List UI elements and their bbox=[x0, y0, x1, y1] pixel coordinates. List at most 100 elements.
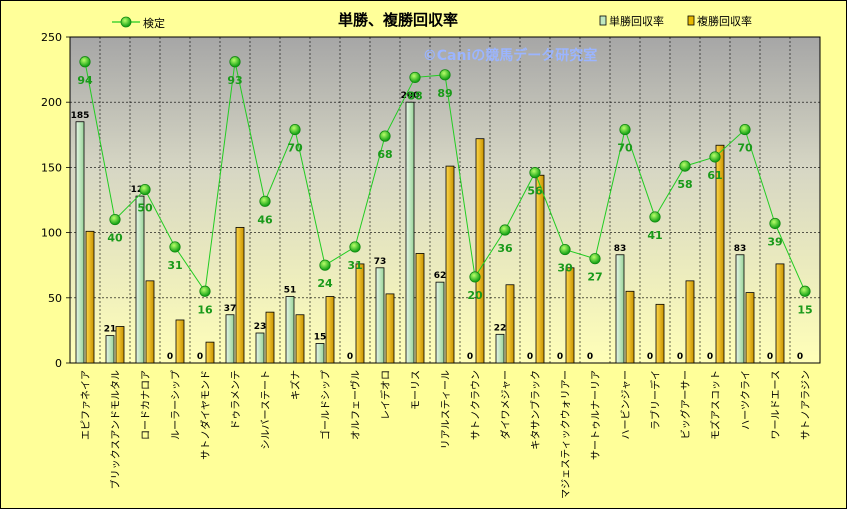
x-tick-label-0: エピファネイア bbox=[80, 370, 92, 440]
bar-win-11 bbox=[405, 101, 415, 364]
kentei-point-5 bbox=[229, 56, 241, 68]
kentei-label-10: 68 bbox=[377, 148, 392, 161]
bar-win-5 bbox=[225, 314, 235, 364]
kentei-point-6 bbox=[259, 195, 271, 207]
bar-win-label-14: 22 bbox=[494, 323, 507, 333]
y-tick-label: 250 bbox=[41, 31, 62, 44]
bar-win-label-19: 0 bbox=[647, 352, 653, 362]
bar-place-15 bbox=[535, 174, 545, 364]
kentei-label-11: 88 bbox=[407, 89, 422, 102]
kentei-point-20 bbox=[679, 160, 691, 172]
x-tick-label-16: マジェスティックウォリアー bbox=[560, 370, 572, 499]
bar-place-3 bbox=[175, 319, 185, 364]
kentei-point-13 bbox=[469, 271, 481, 283]
kentei-point-16 bbox=[559, 243, 571, 256]
kentei-label-3: 31 bbox=[167, 259, 182, 272]
legend-line-marker bbox=[120, 16, 132, 28]
bar-win-label-6: 23 bbox=[254, 322, 267, 332]
x-tick-label-11: モーリス bbox=[411, 370, 422, 410]
x-tick-label-18: ハービンジャー bbox=[620, 370, 632, 440]
x-tick-label-22: ハーツクライ bbox=[740, 370, 752, 430]
bar-win-8 bbox=[315, 343, 325, 364]
kentei-label-13: 20 bbox=[467, 289, 483, 302]
kentei-label-0: 94 bbox=[77, 74, 93, 87]
x-tick-label-5: ドゥラメンテ bbox=[230, 370, 242, 430]
bar-win-label-18: 83 bbox=[614, 244, 627, 254]
bar-place-23 bbox=[775, 263, 785, 364]
kentei-point-15 bbox=[529, 167, 541, 179]
kentei-label-2: 50 bbox=[137, 202, 153, 215]
bar-place-18 bbox=[625, 290, 635, 364]
kentei-point-1 bbox=[109, 213, 121, 226]
bar-win-label-0: 185 bbox=[71, 111, 90, 121]
legend-label-place: 複勝回収率 bbox=[697, 14, 752, 28]
legend-bar2-swatch bbox=[687, 15, 695, 26]
bars bbox=[75, 101, 785, 364]
x-tick-label-19: ラブリーデイ bbox=[649, 370, 662, 430]
x-tick-label-1: ブリックスアンドモルタル bbox=[109, 370, 122, 489]
kentei-label-14: 36 bbox=[497, 242, 513, 255]
bar-win-2 bbox=[135, 195, 145, 364]
plot-area bbox=[69, 36, 821, 364]
bar-place-6 bbox=[265, 311, 275, 364]
bar-win-18 bbox=[615, 254, 625, 364]
bar-place-13 bbox=[475, 138, 485, 364]
kentei-label-9: 31 bbox=[347, 259, 362, 272]
x-tick-label-3: ルーラーシップ bbox=[170, 370, 182, 440]
bar-win-6 bbox=[255, 332, 265, 364]
x-tick-label-20: ビッグアーサー bbox=[679, 370, 692, 439]
bar-win-label-12: 62 bbox=[434, 271, 447, 281]
kentei-label-8: 24 bbox=[317, 277, 333, 290]
bar-win-label-8: 15 bbox=[314, 332, 327, 342]
kentei-point-19 bbox=[649, 211, 661, 223]
kentei-point-4 bbox=[199, 285, 211, 297]
kentei-label-16: 30 bbox=[557, 262, 573, 275]
kentei-point-7 bbox=[289, 123, 301, 136]
x-tick-label-14: ダイワメジャー bbox=[499, 370, 512, 440]
bar-place-4 bbox=[205, 341, 215, 364]
bar-win-label-17: 0 bbox=[587, 352, 593, 362]
legend-bar1-swatch bbox=[599, 15, 607, 26]
x-tick-label-4: サトノダイヤモンド bbox=[199, 370, 212, 460]
bar-win-label-16: 0 bbox=[557, 352, 563, 362]
kentei-point-0 bbox=[79, 56, 91, 68]
x-tick-label-8: ゴールドシップ bbox=[319, 370, 332, 440]
kentei-point-8 bbox=[319, 259, 331, 271]
kentei-label-6: 46 bbox=[257, 213, 273, 226]
x-tick-label-2: ロードカナロア bbox=[140, 370, 152, 440]
bar-place-5 bbox=[235, 226, 245, 364]
x-tick-label-6: シルバーステート bbox=[260, 370, 272, 450]
bar-win-1 bbox=[105, 335, 115, 364]
bar-place-20 bbox=[685, 280, 695, 364]
bar-place-14 bbox=[505, 284, 515, 364]
kentei-label-21: 61 bbox=[707, 169, 722, 182]
bar-win-label-7: 51 bbox=[284, 285, 297, 295]
bar-place-1 bbox=[115, 326, 125, 364]
bar-place-12 bbox=[445, 165, 455, 364]
y-tick-label: 100 bbox=[41, 227, 62, 240]
bar-place-2 bbox=[145, 280, 155, 364]
x-tick-label-17: サートゥルナーリア bbox=[590, 370, 602, 460]
bar-win-0 bbox=[75, 121, 85, 364]
kentei-point-2 bbox=[139, 183, 151, 196]
bar-place-16 bbox=[565, 267, 575, 364]
kentei-point-23 bbox=[769, 217, 781, 230]
kentei-point-18 bbox=[619, 123, 631, 136]
bar-win-22 bbox=[735, 254, 745, 364]
bar-win-label-4: 0 bbox=[197, 352, 203, 362]
kentei-point-24 bbox=[799, 285, 811, 297]
bar-win-label-3: 0 bbox=[167, 352, 173, 362]
bar-win-12 bbox=[435, 281, 445, 364]
x-axis-labels: エピファネイア ブリックスアンドモルタル ロードカナロア ルーラーシップ サトノダイヤモ… bbox=[80, 370, 812, 499]
bar-win-7 bbox=[285, 296, 295, 364]
y-tick-label: 200 bbox=[41, 96, 62, 109]
y-tick-label: 0 bbox=[55, 357, 62, 370]
bar-place-11 bbox=[415, 253, 425, 364]
kentei-point-21 bbox=[709, 151, 721, 163]
bar-win-10 bbox=[375, 267, 385, 364]
kentei-point-9 bbox=[349, 241, 361, 253]
x-tick-label-23: ワールドエース bbox=[771, 370, 782, 440]
bar-win-label-11: 200 bbox=[401, 91, 420, 101]
kentei-label-19: 41 bbox=[647, 229, 662, 242]
